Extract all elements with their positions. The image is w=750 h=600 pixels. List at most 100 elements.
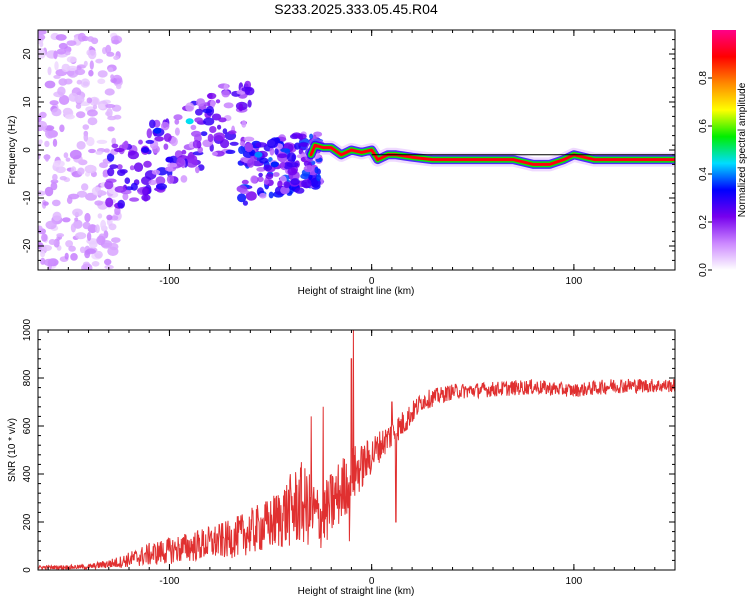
spectrogram-blob [76,190,88,198]
spectrogram-blob [81,35,89,42]
spectrogram-blob [87,117,98,126]
spectrogram-blob [114,147,125,153]
spectrogram-blob [174,119,180,125]
spectrogram-blob [145,139,155,144]
spectrogram-blob [59,176,67,181]
spectrogram-blob [43,201,49,206]
spectrogram-blob [107,115,117,121]
spectrogram-blob [56,233,65,238]
spectrogram-blob [280,148,291,153]
spectrogram-blob [81,183,89,191]
snr-panel: -100 0 100 0 200 400 600 800 1000 Height of str… [7,318,676,597]
spectrogram-blob [237,193,247,203]
spectrogram-blob [206,92,217,100]
spectrogram-blob [180,175,188,183]
spectrogram-blob [44,140,50,148]
spectrogram-blob [89,60,94,70]
spectrogram-hotspot [165,156,174,163]
spectrogram-blob [72,208,83,217]
spectrogram-blob [314,166,319,174]
colorbar-tick-label: 0.2 [698,215,709,229]
y-tick-label: -10 [22,190,33,205]
spectrogram-blob [100,219,106,230]
spectrogram-blob [127,150,139,160]
spectrogram-blob [228,130,237,135]
spectrogram-ridge-layer [309,143,675,166]
spectrogram-blob [45,220,57,230]
spectrogram-blob [303,165,314,173]
spectrogram-blob [70,253,78,261]
snr-x-ticks: -100 0 100 [47,330,676,587]
spectrogram-blob [129,197,140,202]
colorbar-gradient [712,30,736,270]
spectrogram-blob [50,182,58,191]
snr-y-ticks: 0 200 400 600 800 1000 [22,318,675,573]
spectrogram-blob [218,117,227,123]
spectrogram-blob [238,146,245,154]
chart-title: S233.2025.333.05.45.R04 [274,1,438,17]
x-tick-label: -100 [159,276,179,287]
spectrogram-blob [66,40,77,46]
spectrogram-blob [70,223,76,233]
spectrogram-x-ticks: -100 0 100 [47,30,676,287]
spectrogram-blob [256,167,266,172]
spectrogram-blob [104,180,114,190]
spectrogram-blob [82,124,90,130]
spectrogram-blob [113,55,120,61]
y-tick-label: 800 [22,369,33,386]
spectrogram-blob [274,148,279,155]
spectrogram-blob [57,86,66,96]
spectrogram-blob [41,233,48,242]
spectrogram-blob [148,179,157,186]
spectrogram-blob [74,95,85,104]
spectrogram-blob [55,34,67,41]
spectrogram-blob [213,132,226,141]
spectrogram-blob [41,244,52,252]
spectrogram-blob [301,179,312,189]
spectrogram-blob [194,117,203,123]
spectrogram-blob [38,120,48,131]
spectrogram-blob [185,158,198,168]
colorbar-tick-label: 0.0 [698,263,709,277]
spectrogram-blob [114,206,121,216]
spectrogram-blob [53,74,61,79]
x-tick-label: 0 [369,576,375,587]
y-tick-label: 0 [22,147,33,153]
spectrogram-blob [111,137,117,145]
spectrogram-hotspot [153,127,162,134]
spectrogram-blob [105,197,114,208]
spectrogram-blob [110,215,119,221]
spectrogram-blob [300,142,310,147]
spectrogram-blob [84,164,97,174]
spectrogram-blob [250,175,258,184]
spectrogram-blob [75,103,82,109]
spectrogram-blob [244,142,254,153]
spectrogram-blob [105,44,112,54]
spectrogram-blob [265,173,274,180]
spectrogram-blob [64,252,69,260]
spectrogram-blob [242,200,248,206]
spectrogram-blob [277,153,288,159]
spectrogram-blob [88,148,96,154]
spectrogram-blob [245,191,257,201]
spectrogram-blob [97,213,103,219]
spectrogram-blob [84,249,91,259]
spectrogram-blob [49,100,59,106]
spectrogram-blob [263,179,270,185]
spectrogram-blob [44,80,56,89]
snr-frame [37,329,676,571]
spectrogram-blob [82,221,91,230]
spectrogram-blob [243,136,255,142]
spectrogram-blob [108,223,117,231]
spectrogram-blob [44,186,54,197]
spectrogram-blob [190,124,197,130]
spectrogram-blob [255,142,267,148]
spectrogram-blob [88,49,97,60]
spectrogram-blob [192,139,200,149]
spectrogram-blob [110,74,115,80]
spectrogram-blob [272,172,280,177]
spectrogram-blob [52,138,58,147]
spectrogram-blob [200,131,208,137]
spectrogram-blob [217,124,222,130]
spectrogram-blob [107,167,115,177]
